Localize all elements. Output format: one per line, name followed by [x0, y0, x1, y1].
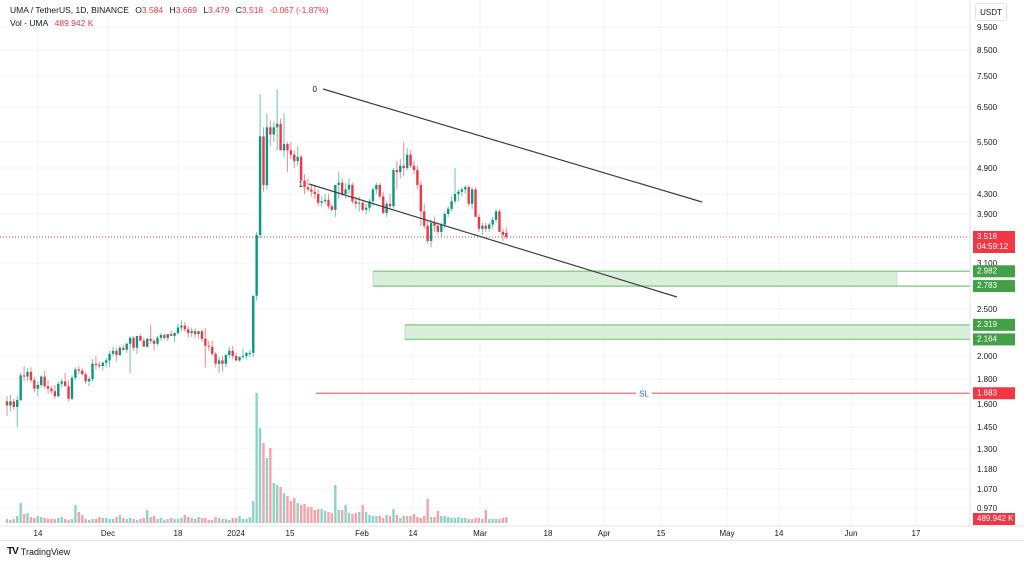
price-tick: 3.100 [977, 259, 998, 268]
volume-value: 489.942 K [54, 18, 94, 28]
price-tick: 0.970 [977, 504, 998, 513]
time-tick: 18 [174, 529, 183, 538]
channel-upper-label: 0 [313, 85, 318, 94]
svg-text:04:59:12: 04:59:12 [977, 242, 1009, 251]
svg-text:2.164: 2.164 [977, 334, 998, 343]
tradingview-logo[interactable]: TV TradingView [7, 546, 70, 557]
chart-axes: 9.500 8.500 7.500 6.500 5.500 4.900 4.300 3.900… [0, 0, 1024, 541]
low-value: L3.479 [203, 5, 230, 15]
ohlc-row: UMA / TetherUS, 1D, BINANCE O3.584 H3.66… [10, 4, 333, 17]
tradingview-logo-icon: TV [7, 546, 19, 557]
price-tick: 1.450 [977, 423, 998, 432]
price-tick: 2.500 [977, 305, 998, 314]
price-tick: 6.500 [977, 103, 998, 112]
support-zones[interactable] [372, 270, 971, 341]
svg-text:2.319: 2.319 [977, 320, 998, 329]
stop-loss-price-label: 1.683 [973, 387, 1015, 400]
time-tick: 15 [657, 529, 666, 538]
volume-row: Vol - UMA 489.942 K [10, 17, 333, 30]
zone-1-bottom-label: 2.783 [973, 280, 1015, 293]
price-tick: 8.500 [977, 46, 998, 55]
volume-label: Vol - UMA [10, 18, 49, 28]
tradingview-brand: TradingView [20, 546, 71, 557]
time-tick: Feb [355, 529, 369, 538]
channel-upper-line[interactable] [322, 88, 703, 203]
zone-1-top-label: 2.982 [973, 265, 1015, 278]
support-zone-1[interactable] [372, 270, 970, 287]
symbol-title: UMA / TetherUS, 1D, BINANCE [10, 5, 129, 15]
price-tick: 5.500 [977, 138, 998, 147]
svg-text:2.982: 2.982 [977, 266, 998, 275]
time-tick: 14 [775, 529, 784, 538]
time-tick: Jun [845, 529, 858, 538]
zone-2-top-label: 2.319 [973, 318, 1015, 331]
svg-text:3.518: 3.518 [977, 232, 998, 241]
open-value: O3.584 [135, 5, 164, 15]
symbol-legend: UMA / TetherUS, 1D, BINANCE O3.584 H3.66… [10, 4, 333, 30]
price-tick: 1.180 [977, 465, 998, 474]
price-tick: 2.000 [977, 352, 998, 361]
price-tick: 9.500 [977, 23, 998, 32]
svg-text:1.683: 1.683 [977, 388, 998, 397]
price-tick: 1.800 [977, 375, 998, 384]
time-tick: 15 [286, 529, 295, 538]
currency-button[interactable]: USDT [975, 3, 1007, 21]
zone-2-bottom-label: 2.164 [973, 333, 1015, 346]
time-tick: Dec [101, 529, 115, 538]
volume-value-label: 489.942 K [973, 513, 1015, 525]
time-tick: May [719, 529, 734, 538]
volume-bars [5, 393, 508, 523]
price-tick: 1.600 [977, 400, 998, 409]
stop-loss-line[interactable]: SL [316, 389, 970, 398]
time-tick: Mar [473, 529, 487, 538]
stop-loss-label: SL [639, 389, 649, 398]
channel-lower-label: 1 [299, 180, 304, 189]
chart-grid [0, 0, 970, 526]
change-value: -0.067 (-1.87%) [269, 5, 329, 15]
svg-text:2.783: 2.783 [977, 281, 998, 290]
price-tick: 4.300 [977, 190, 998, 199]
high-value: H3.669 [169, 5, 197, 15]
time-tick: Apr [598, 529, 611, 538]
support-zone-2[interactable] [404, 324, 971, 341]
time-tick: 14 [34, 529, 43, 538]
time-tick: 2024 [227, 529, 245, 538]
price-tick: 1.300 [977, 445, 998, 454]
channel-lower-line[interactable] [308, 183, 678, 298]
svg-text:489.942 K: 489.942 K [977, 514, 1014, 523]
time-tick: 14 [409, 529, 418, 538]
time-tick: 18 [544, 529, 553, 538]
price-tick: 7.500 [977, 72, 998, 81]
time-tick: 17 [912, 529, 921, 538]
parallel-channel[interactable]: 01 [299, 85, 703, 298]
price-tick: 4.900 [977, 164, 998, 173]
candlesticks [5, 89, 508, 427]
price-tick: 3.900 [977, 210, 998, 219]
price-tick: 1.070 [977, 485, 998, 494]
close-value: C3.518 [235, 5, 264, 15]
